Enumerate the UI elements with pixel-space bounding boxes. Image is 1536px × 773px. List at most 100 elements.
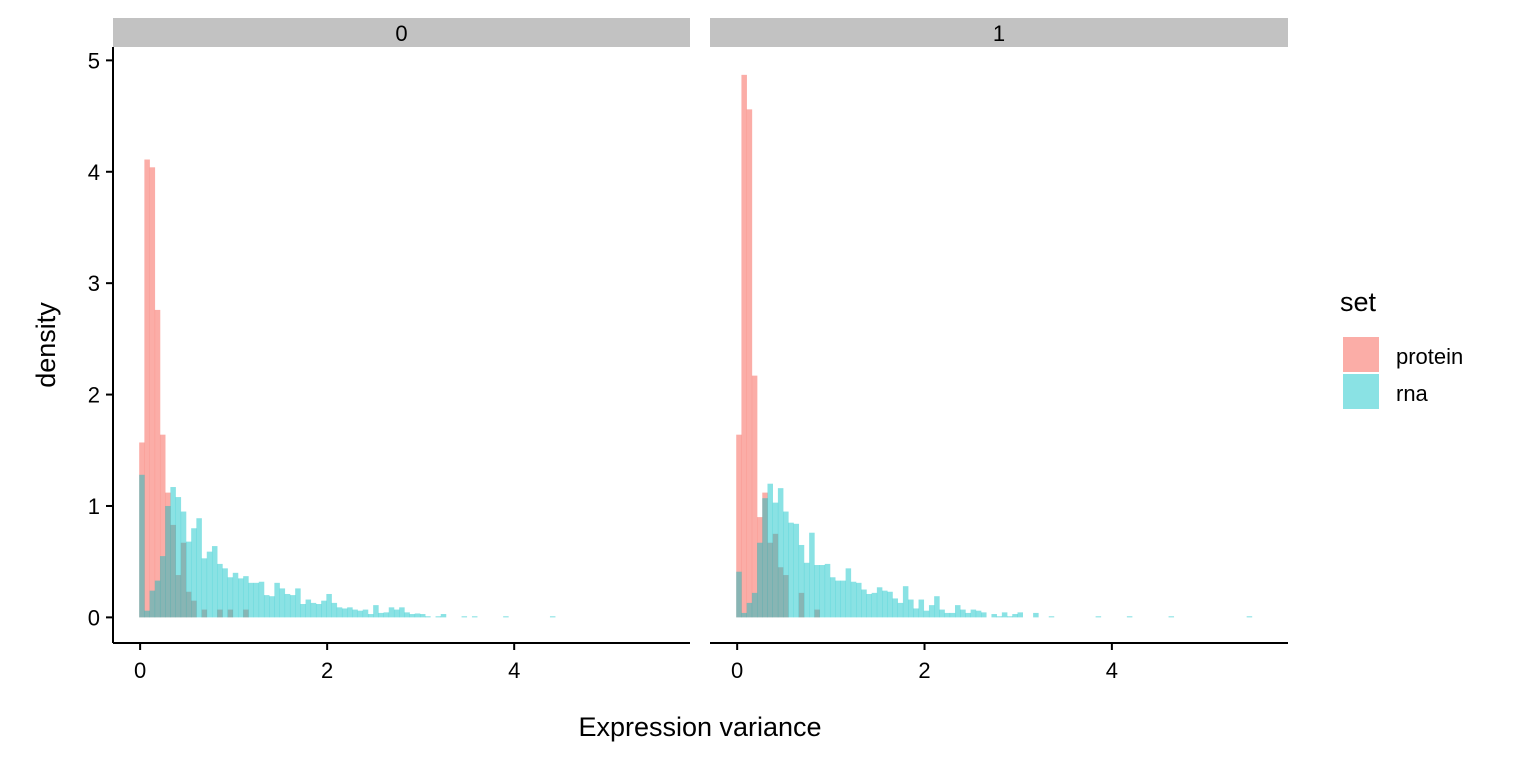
- bar-rna: [347, 607, 353, 618]
- bar-rna: [835, 580, 841, 618]
- bar-rna: [892, 598, 898, 618]
- legend: set protein rna: [1340, 287, 1463, 409]
- bar-rna: [378, 612, 384, 618]
- bar-rna: [315, 604, 322, 618]
- bar-rna: [1012, 614, 1018, 618]
- bar-rna: [798, 544, 805, 618]
- bar-rna: [767, 483, 773, 618]
- bar-rna: [949, 612, 956, 618]
- x-axis-title: Expression variance: [578, 712, 821, 742]
- y-tick-label: 0: [88, 605, 100, 630]
- bar-rna: [258, 581, 265, 618]
- bar-rna: [170, 487, 176, 618]
- bar-rna: [362, 609, 369, 618]
- bar-rna: [954, 605, 961, 618]
- bar-rna: [788, 522, 794, 618]
- bar-rna: [809, 532, 815, 618]
- bar-protein: [757, 517, 763, 618]
- bar-protein: [217, 609, 223, 618]
- bar-protein: [170, 524, 176, 618]
- bar-rna: [326, 593, 332, 618]
- bar-rna: [409, 614, 416, 618]
- bar-rna: [310, 602, 317, 618]
- bar-rna: [399, 607, 405, 618]
- bar-rna: [461, 616, 468, 618]
- bar-protein: [165, 492, 171, 618]
- bar-protein: [762, 492, 768, 618]
- bar-protein: [180, 542, 187, 618]
- bar-rna: [856, 582, 862, 618]
- y-tick-label: 2: [88, 383, 100, 408]
- bar-rna: [1048, 616, 1055, 618]
- bar-protein: [139, 442, 145, 618]
- bar-rna: [1168, 616, 1175, 618]
- bar-protein: [767, 542, 773, 618]
- bar-rna: [211, 546, 218, 618]
- bar-protein: [191, 600, 197, 618]
- bar-rna: [196, 518, 202, 618]
- bar-rna: [222, 568, 228, 618]
- bar-protein: [798, 592, 805, 618]
- bar-protein: [144, 159, 150, 618]
- bar-rna: [741, 612, 747, 618]
- x-tick-label: 4: [1106, 658, 1118, 683]
- bar-rna: [772, 502, 779, 618]
- bar-rna: [1246, 616, 1253, 618]
- bar-rna: [991, 614, 997, 618]
- bar-rna: [159, 556, 166, 618]
- bar-rna: [388, 607, 395, 618]
- bar-rna: [289, 595, 296, 618]
- bar-rna: [824, 563, 831, 618]
- bar-rna: [503, 616, 509, 618]
- bar-rna: [144, 610, 150, 618]
- bar-rna: [923, 610, 930, 618]
- bar-rna: [185, 541, 192, 618]
- bar-rna: [783, 511, 789, 618]
- legend-title: set: [1340, 287, 1377, 317]
- bar-rna: [300, 604, 306, 618]
- y-axis-title: density: [31, 302, 61, 388]
- legend-key-rna: [1343, 374, 1379, 409]
- bar-rna: [829, 577, 836, 618]
- bar-protein: [175, 575, 182, 618]
- facet-strip: [710, 18, 1288, 47]
- x-tick-label: 0: [731, 658, 743, 683]
- bar-rna: [269, 596, 275, 618]
- bar-rna: [440, 614, 447, 618]
- bar-rna: [887, 591, 893, 618]
- bar-protein: [243, 609, 249, 618]
- bar-rna: [274, 582, 280, 618]
- bar-rna: [357, 610, 364, 618]
- facet-strip: [113, 18, 690, 47]
- bar-rna: [206, 551, 213, 618]
- bar-rna: [996, 616, 1003, 618]
- bar-rna: [393, 609, 400, 618]
- legend-key-protein: [1343, 337, 1379, 372]
- y-tick-label: 4: [88, 160, 100, 185]
- bar-protein: [814, 609, 820, 618]
- bar-protein: [149, 167, 156, 618]
- bar-rna: [284, 593, 291, 618]
- bar-rna: [352, 609, 358, 618]
- bar-rna: [918, 599, 925, 618]
- bar-protein: [751, 375, 758, 618]
- bar-rna: [1017, 612, 1024, 618]
- bar-rna: [751, 592, 758, 618]
- legend-label-protein: protein: [1396, 344, 1463, 369]
- bar-rna: [367, 614, 374, 618]
- bar-protein: [741, 74, 747, 618]
- bar-rna: [165, 505, 171, 618]
- bar-rna: [897, 602, 904, 618]
- x-tick-label: 0: [134, 658, 146, 683]
- bar-rna: [263, 595, 270, 618]
- bar-protein: [746, 109, 753, 618]
- bar-rna: [803, 562, 810, 618]
- x-tick-label: 4: [508, 658, 520, 683]
- bar-rna: [1007, 616, 1013, 618]
- y-tick-label: 3: [88, 271, 100, 296]
- bar-rna: [1001, 612, 1008, 618]
- bar-rna: [736, 571, 742, 618]
- bar-rna: [154, 580, 161, 618]
- bar-rna: [814, 565, 820, 618]
